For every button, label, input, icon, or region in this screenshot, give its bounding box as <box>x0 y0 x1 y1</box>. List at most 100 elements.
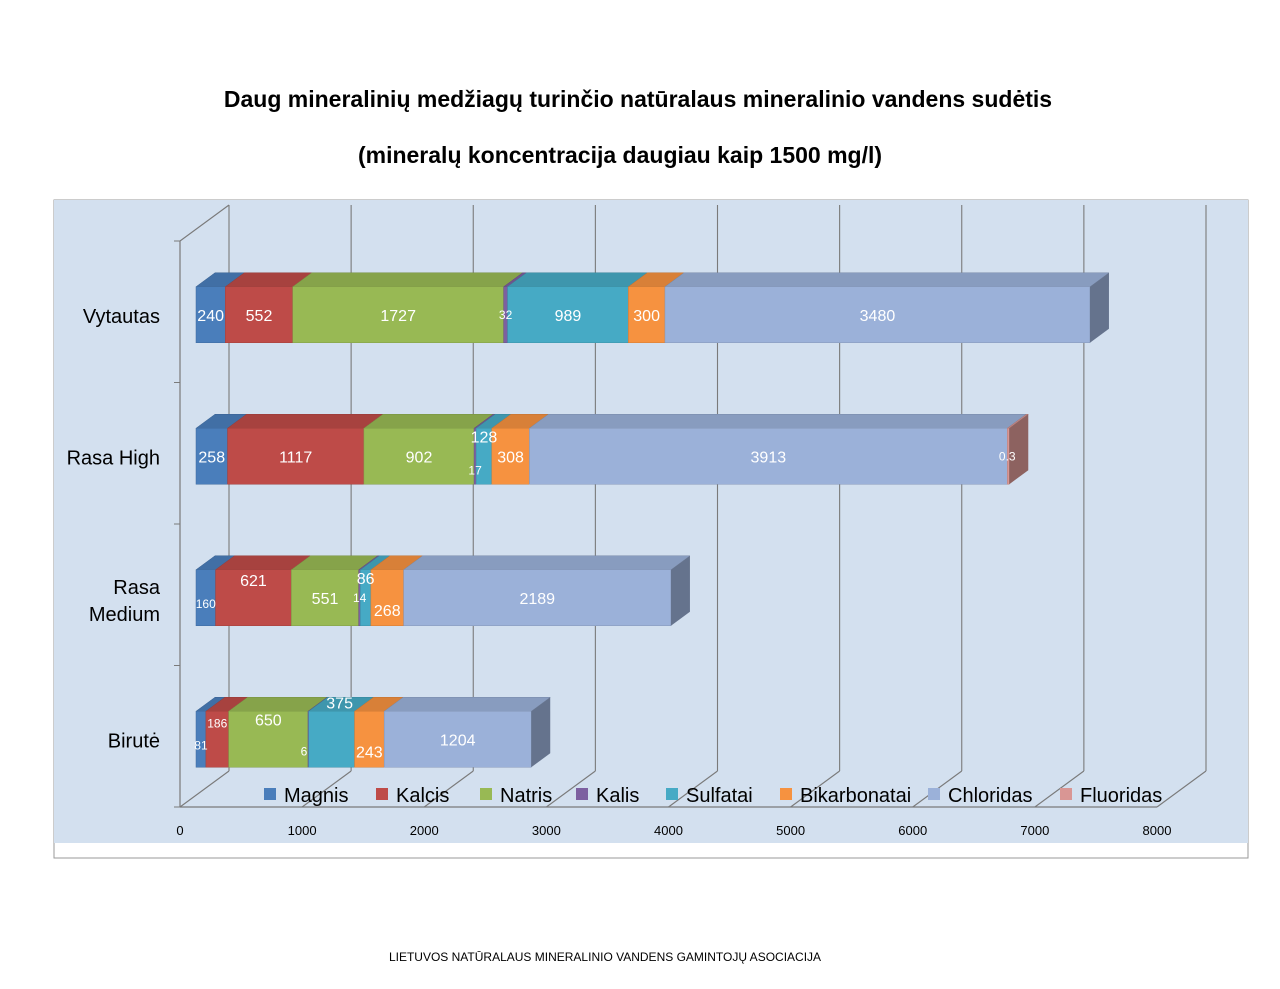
bar-segment-chloridas <box>529 428 1008 485</box>
legend-label-magnis: Magnis <box>284 785 348 807</box>
data-label-kalis: 6 <box>301 744 308 758</box>
data-label-magnis: 240 <box>197 308 224 325</box>
x-tick-label: 6000 <box>898 823 927 838</box>
x-tick-label: 0 <box>176 823 183 838</box>
x-tick-label: 4000 <box>654 823 683 838</box>
bar-segment-natris <box>363 428 475 485</box>
data-label-kalcis: 186 <box>207 716 227 730</box>
bar-segment-sulfatai <box>507 286 629 343</box>
legend-swatch-kalcis <box>376 788 388 800</box>
legend-label-sulfatai: Sulfatai <box>686 785 753 807</box>
data-label-sulfatai: 989 <box>555 308 582 325</box>
x-tick-label: 5000 <box>776 823 805 838</box>
data-label-chloridas: 3913 <box>751 449 787 466</box>
bar-segment-sulfatai <box>308 711 355 768</box>
chart-subtitle: (mineralų koncentracija daugiau kaip 150… <box>357 142 883 168</box>
data-label-sulfatai: 128 <box>471 429 498 446</box>
data-label-kalcis: 621 <box>240 573 267 590</box>
bar-segment-kalcis <box>215 569 292 626</box>
data-label-bikarbonatai: 268 <box>374 603 401 620</box>
data-label-kalis: 32 <box>499 308 513 322</box>
x-tick-label: 2000 <box>410 823 439 838</box>
data-label-sulfatai: 375 <box>326 695 353 712</box>
data-label-magnis: 258 <box>198 449 225 466</box>
legend-label-fluoridas: Fluoridas <box>1080 785 1162 807</box>
bar-segment-natris <box>228 711 309 768</box>
bar-top-natris <box>363 414 494 429</box>
bar-end-chloridas <box>1089 272 1109 343</box>
data-label-kalcis: 1117 <box>279 449 312 466</box>
legend: Magnis Kalcis Natris Kalis Sulfatai Bikarbona… <box>264 785 1162 807</box>
data-label-chloridas: 2189 <box>519 591 555 608</box>
legend-label-kalcis: Kalcis <box>396 785 449 807</box>
bar-end-chloridas <box>531 697 551 768</box>
data-label-sulfatai: 86 <box>357 571 375 588</box>
gridline-floor <box>423 770 474 808</box>
x-tick-label: 7000 <box>1020 823 1049 838</box>
bar-end-chloridas <box>670 555 690 626</box>
bar-segment-magnis <box>195 428 228 485</box>
data-label-bikarbonatai: 300 <box>633 308 660 325</box>
legend-swatch-natris <box>480 788 492 800</box>
bar-top-chloridas <box>528 414 1028 429</box>
bar-segment-bikarbonatai <box>354 711 385 768</box>
bar-top-chloridas <box>664 272 1110 287</box>
bar-top-chloridas <box>402 555 691 570</box>
legend-label-natris: Natris <box>500 785 552 807</box>
category-label: Medium <box>89 604 160 626</box>
legend-swatch-magnis <box>264 788 276 800</box>
bar-segment-bikarbonatai <box>370 569 404 626</box>
chart-title: Daug mineralinių medžiagų turinčio natūr… <box>223 86 1053 112</box>
data-label-kalis: 14 <box>353 591 367 605</box>
data-label-chloridas: 1204 <box>440 732 476 749</box>
gridline-floor <box>790 770 840 808</box>
bar-segment-chloridas <box>383 711 532 768</box>
data-label-fluoridas: 0.3 <box>999 449 1016 463</box>
data-label-natris: 650 <box>255 712 282 729</box>
bar-top-chloridas <box>383 697 551 712</box>
legend-swatch-chloridas <box>928 788 940 800</box>
data-label-kalis: 17 <box>468 463 482 477</box>
bar-segment-kalcis <box>227 428 365 485</box>
data-label-magnis: 160 <box>196 597 216 611</box>
bar-segment-chloridas <box>664 286 1091 343</box>
gridline-floor <box>179 770 230 808</box>
data-label-magnis: 81 <box>194 738 208 752</box>
bar-top-natris <box>291 272 524 287</box>
category-label: Vytautas <box>83 306 160 328</box>
bars: 240 552 1727 32 989 300 3480 258 1117 902 17 128 308… <box>194 272 1110 768</box>
legend-label-kalis: Kalis <box>596 785 639 807</box>
bar-segment-chloridas <box>403 569 672 626</box>
legend-swatch-fluoridas <box>1060 788 1072 800</box>
legend-label-chloridas: Chloridas <box>948 785 1032 807</box>
bar-segment-bikarbonatai <box>491 428 530 485</box>
legend-swatch-bikarbonatai <box>780 788 792 800</box>
data-label-bikarbonatai: 243 <box>356 744 383 761</box>
legend-label-bikarbonatai: Bikarbonatai <box>800 785 911 807</box>
bar-segment-bikarbonatai <box>628 286 666 343</box>
gridline-floor <box>546 770 596 808</box>
bar-top-sulfatai <box>506 272 649 287</box>
side-wall-top <box>179 204 230 242</box>
x-tick-label: 8000 <box>1143 823 1172 838</box>
gridline-floor <box>1156 770 1207 808</box>
gridline-floor <box>301 770 352 808</box>
bar-segment-natris <box>292 286 504 343</box>
data-label-natris: 1727 <box>380 308 416 325</box>
category-label: Rasa High <box>67 447 160 469</box>
axes: 0 1000 2000 3000 4000 5000 6000 7000 8000 Vytauta… <box>67 240 1172 838</box>
x-tick-label: 3000 <box>532 823 561 838</box>
legend-swatch-sulfatai <box>666 788 678 800</box>
data-label-kalcis: 552 <box>246 308 273 325</box>
bar-end-fluoridas <box>1009 414 1029 485</box>
data-label-bikarbonatai: 308 <box>497 449 524 466</box>
legend-swatch-kalis <box>576 788 588 800</box>
data-label-natris: 902 <box>406 449 433 466</box>
gridline-floor <box>668 770 718 808</box>
data-label-chloridas: 3480 <box>860 308 896 325</box>
category-label: Rasa <box>113 577 161 599</box>
category-label: Birutė <box>108 730 160 752</box>
x-tick-label: 1000 <box>288 823 317 838</box>
data-label-natris: 551 <box>312 591 339 608</box>
